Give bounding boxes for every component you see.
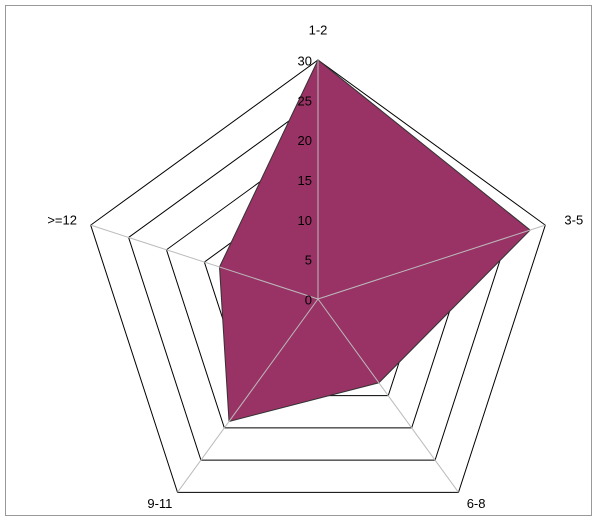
- r-tick-label: 15: [298, 173, 312, 188]
- grid-ring: [90, 59, 546, 493]
- r-tick-label: 25: [298, 93, 312, 108]
- r-tick-label: 5: [305, 253, 312, 268]
- category-label: >=12: [47, 213, 77, 228]
- r-tick-label: 10: [298, 213, 312, 228]
- r-tick-label: 30: [298, 53, 312, 68]
- spoke: [177, 298, 319, 493]
- spoke: [317, 224, 546, 300]
- data-area: [218, 59, 531, 423]
- r-tick-label: 0: [305, 292, 312, 307]
- category-label: 3-5: [564, 213, 583, 228]
- spoke: [317, 298, 459, 493]
- spoke: [90, 224, 319, 300]
- category-label: 1-2: [309, 22, 328, 37]
- category-label: 6-8: [467, 496, 486, 511]
- r-tick-label: 20: [298, 133, 312, 148]
- category-label: 9-11: [147, 496, 172, 511]
